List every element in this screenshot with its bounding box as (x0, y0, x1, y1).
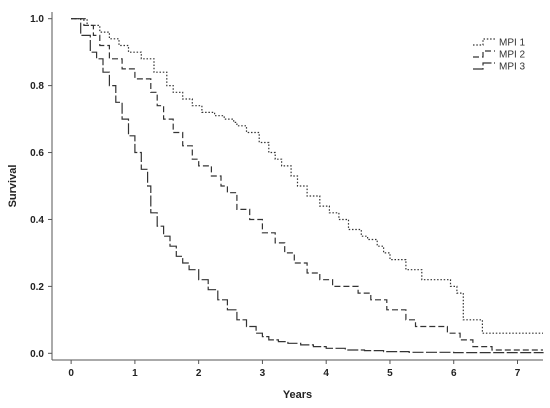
x-tick-label: 3 (260, 368, 266, 379)
legend-label-mpi-2: MPI 2 (499, 50, 526, 61)
legend-label-mpi-3: MPI 3 (499, 62, 526, 73)
x-tick-label: 0 (68, 368, 74, 379)
series-line-mpi-1 (71, 18, 543, 334)
x-tick-label: 1 (132, 368, 138, 379)
y-tick-label: 1.0 (30, 14, 44, 25)
series-line-mpi-3 (71, 18, 544, 354)
legend-swatch-mpi-1 (473, 38, 495, 46)
x-tick-label: 2 (196, 368, 202, 379)
legend-label-mpi-1: MPI 1 (499, 38, 526, 49)
y-tick-label: 0.6 (30, 148, 44, 159)
y-axis-title: Survival (7, 165, 19, 208)
axes: 0 1 2 3 4 5 6 7 0.0 0.2 0.4 0.6 0.8 1.0 (30, 12, 543, 379)
series-line-mpi-2 (71, 18, 543, 351)
legend-swatch-mpi-3 (473, 62, 495, 70)
x-axis-title: Years (283, 389, 312, 401)
x-tick-label: 7 (515, 368, 521, 379)
x-tick-label: 5 (387, 368, 393, 379)
y-tick-label: 0.8 (30, 81, 44, 92)
series-group (71, 18, 544, 354)
x-tick-label: 6 (451, 368, 457, 379)
legend-swatch-mpi-2 (473, 50, 495, 58)
y-tick-label: 0.0 (30, 349, 44, 360)
y-tick-label: 0.2 (30, 282, 44, 293)
y-tick-label: 0.4 (30, 215, 44, 226)
x-tick-label: 4 (323, 368, 329, 379)
